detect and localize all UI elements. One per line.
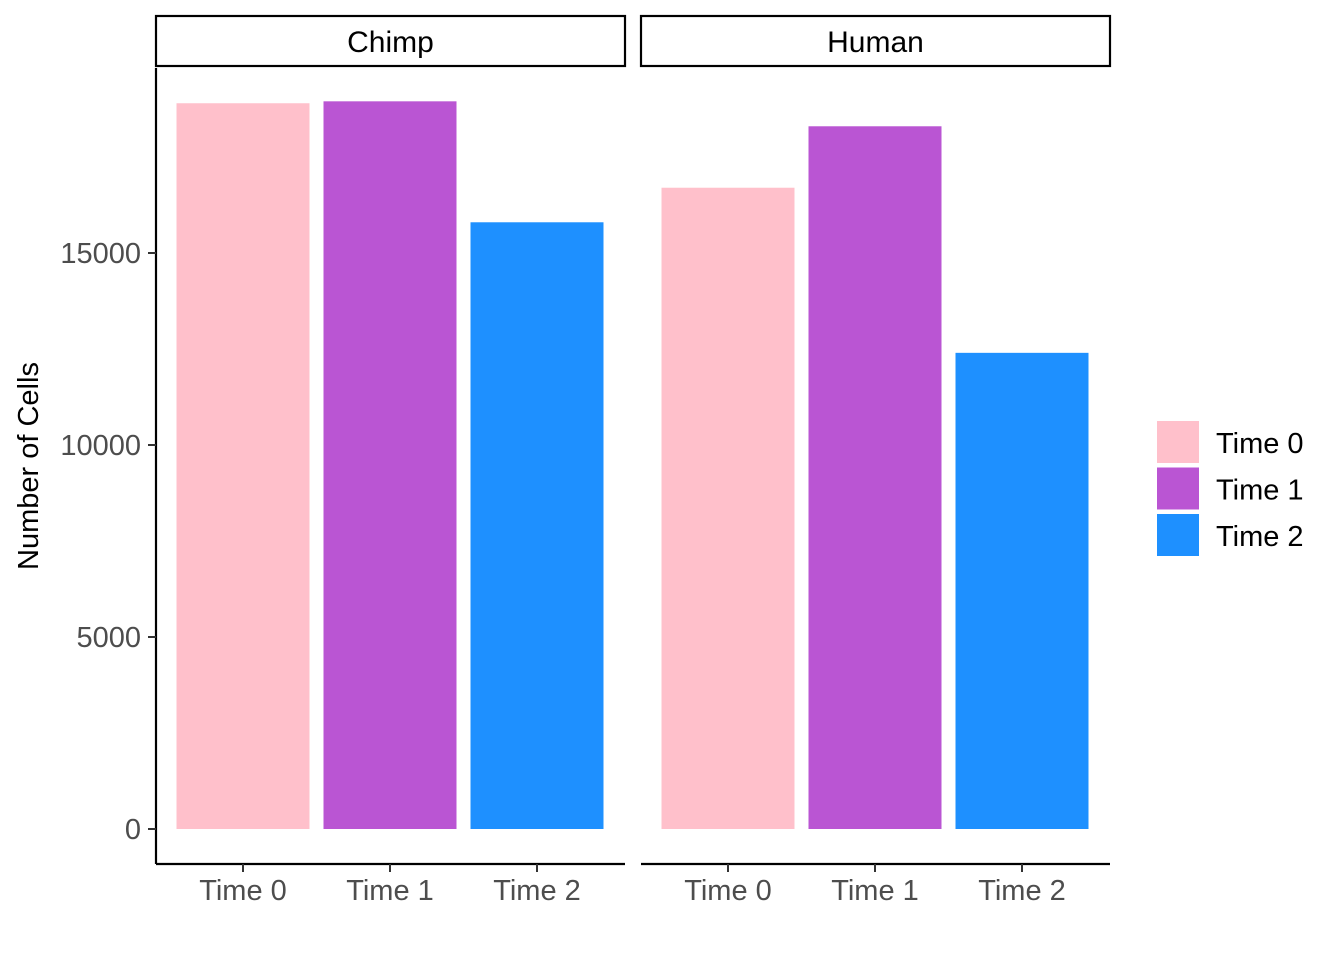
x-tick-label: Time 1 <box>346 875 434 907</box>
bar-chimp-time-1 <box>323 101 457 829</box>
facet-strip <box>154 14 627 68</box>
facet-strip-label: Chimp <box>347 26 434 59</box>
legend-key-time-1 <box>1157 467 1199 510</box>
bar-human-time-0 <box>661 187 795 830</box>
facet-panel-human: Human Time 0 Time 1 Time 2 <box>639 14 1112 907</box>
bar-human-time-2 <box>955 352 1089 829</box>
facet-panel-chimp: Chimp Time 0 Time 1 Time 2 <box>154 14 627 907</box>
legend-key-time-0 <box>1157 421 1199 463</box>
facet-strip-label: Human <box>827 26 924 59</box>
y-tick-label: 15000 <box>60 238 141 270</box>
legend: Time 0 Time 1 Time 2 <box>1157 421 1304 556</box>
legend-key-time-2 <box>1157 514 1199 556</box>
bar-chimp-time-2 <box>470 222 604 829</box>
x-tick-label: Time 1 <box>831 875 919 907</box>
y-tick-label: 0 <box>125 814 141 846</box>
y-axis: 0 5000 10000 15000 <box>60 68 158 864</box>
legend-label: Time 0 <box>1216 428 1304 460</box>
x-tick-label: Time 2 <box>493 875 581 907</box>
y-tick-label: 5000 <box>76 622 141 654</box>
bar-chimp-time-0 <box>176 103 310 830</box>
legend-label: Time 1 <box>1216 475 1304 507</box>
x-tick-label: Time 0 <box>199 875 287 907</box>
facet-panels: Chimp Time 0 Time 1 Time 2 Human Time 0 Time 1… <box>154 14 1112 907</box>
legend-label: Time 2 <box>1216 521 1304 553</box>
facet-strip <box>639 14 1112 68</box>
x-tick-label: Time 2 <box>978 875 1066 907</box>
y-tick-label: 10000 <box>60 430 141 462</box>
y-axis-title: Number of Cells <box>13 362 45 570</box>
x-tick-label: Time 0 <box>684 875 772 907</box>
bar-human-time-1 <box>808 126 942 829</box>
